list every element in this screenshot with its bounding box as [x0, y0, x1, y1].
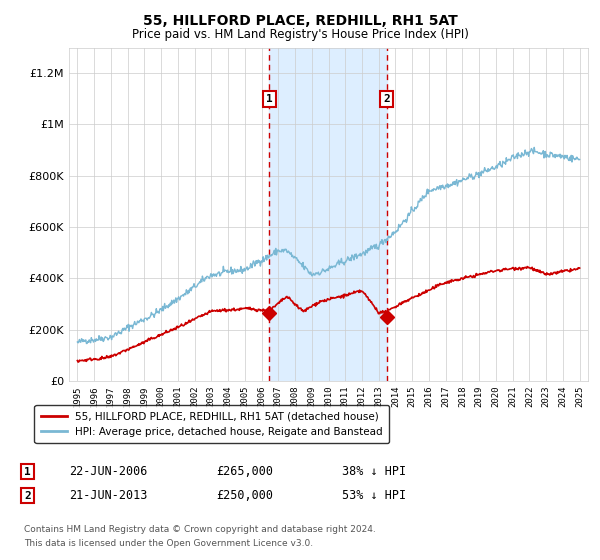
Text: 38% ↓ HPI: 38% ↓ HPI [342, 465, 406, 478]
Text: £265,000: £265,000 [216, 465, 273, 478]
Text: 21-JUN-2013: 21-JUN-2013 [69, 489, 148, 502]
Text: 1: 1 [24, 466, 31, 477]
Legend: 55, HILLFORD PLACE, REDHILL, RH1 5AT (detached house), HPI: Average price, detac: 55, HILLFORD PLACE, REDHILL, RH1 5AT (de… [34, 405, 389, 443]
Text: Price paid vs. HM Land Registry's House Price Index (HPI): Price paid vs. HM Land Registry's House … [131, 28, 469, 41]
Text: 1: 1 [266, 94, 273, 104]
Text: 22-JUN-2006: 22-JUN-2006 [69, 465, 148, 478]
Text: 2: 2 [24, 491, 31, 501]
Text: Contains HM Land Registry data © Crown copyright and database right 2024.: Contains HM Land Registry data © Crown c… [24, 525, 376, 534]
Text: 2: 2 [383, 94, 390, 104]
Text: This data is licensed under the Open Government Licence v3.0.: This data is licensed under the Open Gov… [24, 539, 313, 548]
Text: 53% ↓ HPI: 53% ↓ HPI [342, 489, 406, 502]
Bar [269, 48, 386, 381]
Text: 55, HILLFORD PLACE, REDHILL, RH1 5AT: 55, HILLFORD PLACE, REDHILL, RH1 5AT [143, 14, 457, 28]
Text: £250,000: £250,000 [216, 489, 273, 502]
